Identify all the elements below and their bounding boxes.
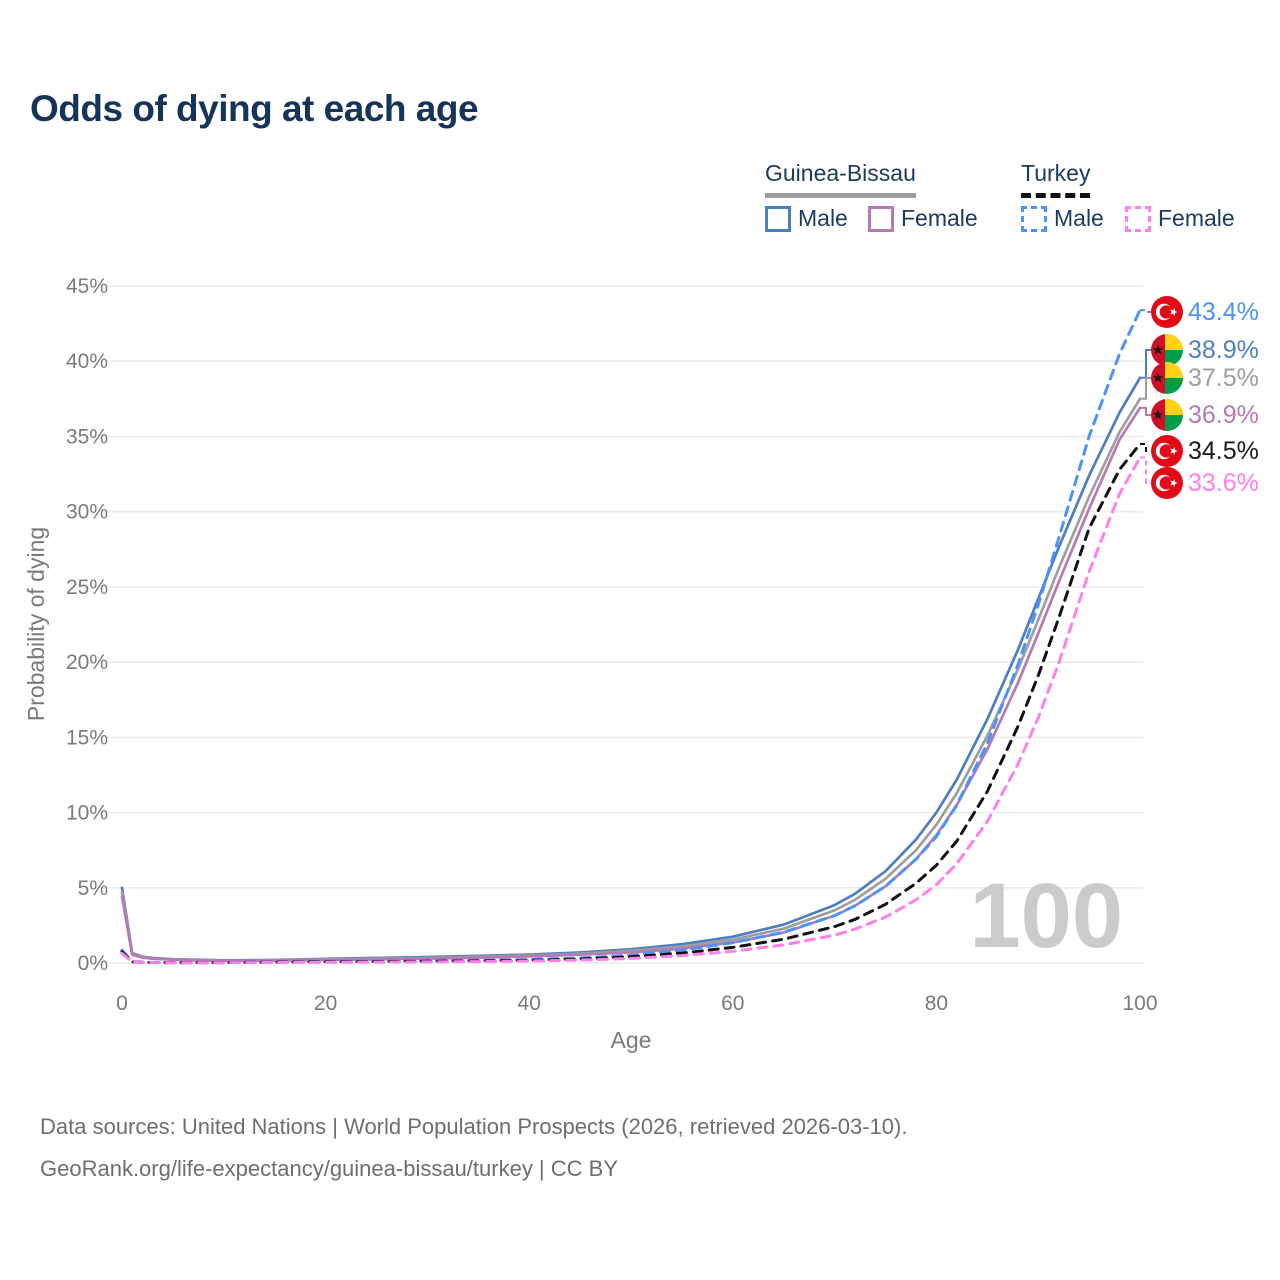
legend-item-gb-male[interactable]: Male (765, 205, 848, 232)
turkey-flag-icon (1151, 435, 1183, 467)
y-tick-label: 40% (66, 350, 108, 373)
series-line-tr-female[interactable] (120, 456, 1142, 965)
end-label-connector (1140, 443, 1151, 452)
end-label-connector (1140, 406, 1151, 416)
attribution-line: GeoRank.org/life-expectancy/guinea-bissa… (40, 1156, 618, 1181)
y-tick-label: 25% (66, 576, 108, 599)
x-axis-title: Age (611, 1027, 652, 1053)
x-tick-label: 80 (925, 992, 948, 1015)
end-value-label-gb-female[interactable]: 36.9% (1188, 401, 1259, 429)
turkey-flag-icon (1151, 296, 1183, 328)
legend-group-guinea-bissau[interactable]: Guinea-Bissau (765, 160, 916, 198)
x-tick-label: 20 (314, 992, 337, 1015)
x-tick-label: 100 (1122, 992, 1157, 1015)
end-value-label-gb-male[interactable]: 38.9% (1188, 336, 1259, 364)
tr-male-swatch-icon (1021, 205, 1047, 232)
end-value-label-tr-male[interactable]: 43.4% (1188, 298, 1259, 326)
y-tick-label: 30% (66, 501, 108, 524)
guinea-bissau-flag-icon (1151, 334, 1183, 366)
legend-label: Female (901, 205, 978, 231)
legend-group-turkey[interactable]: Turkey (1021, 160, 1091, 198)
legend-item-tr-female[interactable]: Female (1125, 205, 1235, 232)
y-tick-label: 5% (78, 877, 108, 900)
tr-female-swatch-icon (1125, 205, 1151, 232)
x-tick-label: 60 (721, 992, 744, 1015)
end-value-label-gb-both[interactable]: 37.5% (1188, 364, 1259, 392)
turkey-flag-icon (1151, 467, 1183, 499)
guinea-bissau-flag-icon (1151, 362, 1183, 394)
y-tick-label: 20% (66, 651, 108, 674)
gb-male-swatch-icon (765, 205, 791, 232)
legend-item-gb-female[interactable]: Female (868, 205, 978, 232)
x-tick-label: 0 (116, 992, 128, 1015)
legend-label: Male (1054, 205, 1104, 231)
gb-female-swatch-icon (868, 205, 894, 232)
y-tick-label: 0% (78, 952, 108, 975)
age-counter-watermark: 100 (970, 865, 1124, 967)
end-label-connector (1140, 349, 1151, 379)
y-tick-label: 35% (66, 425, 108, 448)
legend-item-tr-male[interactable]: Male (1021, 205, 1104, 232)
y-axis-title: Probability of dying (23, 527, 49, 721)
footer: Data sources: United Nations | World Pop… (40, 1106, 907, 1190)
x-tick-label: 40 (518, 992, 541, 1015)
y-tick-label: 10% (66, 802, 108, 825)
end-label-connector (1140, 377, 1151, 400)
guinea-bissau-flag-icon (1151, 399, 1183, 431)
end-label-connector (1140, 309, 1151, 313)
legend-label: Male (798, 205, 848, 231)
data-source-line: Data sources: United Nations | World Pop… (40, 1114, 908, 1139)
chart-title: Odds of dying at each age (30, 88, 479, 129)
y-tick-label: 15% (66, 726, 108, 749)
y-tick-label: 45% (66, 275, 108, 298)
end-label-connector (1140, 456, 1151, 484)
end-value-label-tr-both[interactable]: 34.5% (1188, 437, 1259, 465)
legend-label: Female (1158, 205, 1235, 231)
end-value-label-tr-female[interactable]: 33.6% (1188, 469, 1259, 497)
